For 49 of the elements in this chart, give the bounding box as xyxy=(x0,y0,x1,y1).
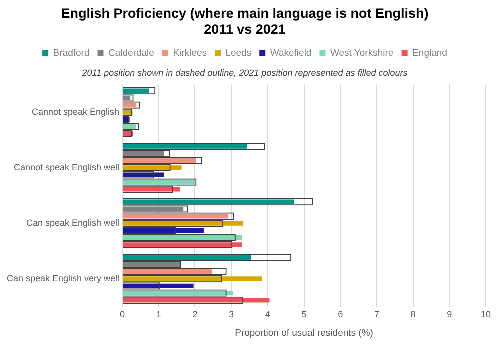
x-tick-label: 2 xyxy=(192,310,198,320)
bar xyxy=(123,255,252,260)
y-tick-label: Cannot speak English well xyxy=(14,162,120,172)
bar xyxy=(123,228,204,234)
bar xyxy=(123,124,136,130)
bar xyxy=(123,96,131,101)
x-axis-title: Proportion of usual residents (%) xyxy=(235,328,374,339)
bar xyxy=(123,151,164,156)
bar xyxy=(123,172,164,178)
x-tick-label: 6 xyxy=(338,310,344,320)
legend-label: Leeds xyxy=(226,48,252,59)
bar xyxy=(123,144,248,149)
bar xyxy=(123,242,242,248)
bar xyxy=(123,206,184,212)
bar xyxy=(123,276,262,282)
x-tick-label: 8 xyxy=(410,310,416,320)
y-tick-label: Can speak English very well xyxy=(6,274,120,284)
legend-label: Bradford xyxy=(53,48,90,59)
bar xyxy=(123,284,194,289)
bar xyxy=(123,187,180,192)
bar xyxy=(123,235,242,240)
bar xyxy=(123,270,212,274)
x-tick-label: 10 xyxy=(480,310,492,320)
bar xyxy=(123,200,294,204)
legend-label: West Yorkshire xyxy=(330,48,394,59)
x-tick-label: 1 xyxy=(156,310,162,320)
bar xyxy=(123,290,234,296)
x-tick-label: 3 xyxy=(229,310,234,320)
bar xyxy=(123,166,182,170)
y-tick-label: Cannot speak English xyxy=(32,106,120,117)
x-tick-label: 0 xyxy=(120,310,126,320)
legend-label: Calderdale xyxy=(108,48,154,59)
legend-label: England xyxy=(412,48,448,59)
bar xyxy=(123,298,270,303)
bar xyxy=(123,88,150,94)
y-tick-label: Can speak English well xyxy=(26,218,120,228)
text: English Proficiency (where main language is not English) xyxy=(61,6,429,21)
x-tick-label: 5 xyxy=(302,310,307,320)
x-tick-label: 7 xyxy=(374,310,380,320)
bar xyxy=(123,214,228,219)
x-tick-label: 9 xyxy=(447,310,452,320)
x-tick-label: 4 xyxy=(265,310,270,320)
bar xyxy=(123,102,136,108)
bar xyxy=(123,158,196,164)
legend-label: Wakefield xyxy=(270,48,312,59)
chart-subtitle: 2011 position shown in dashed outline, 2021 position represented as filled colours xyxy=(81,68,408,78)
bar xyxy=(123,221,244,226)
text: 2011 vs 2021 xyxy=(204,22,286,38)
legend-label: Kirklees xyxy=(173,48,208,59)
